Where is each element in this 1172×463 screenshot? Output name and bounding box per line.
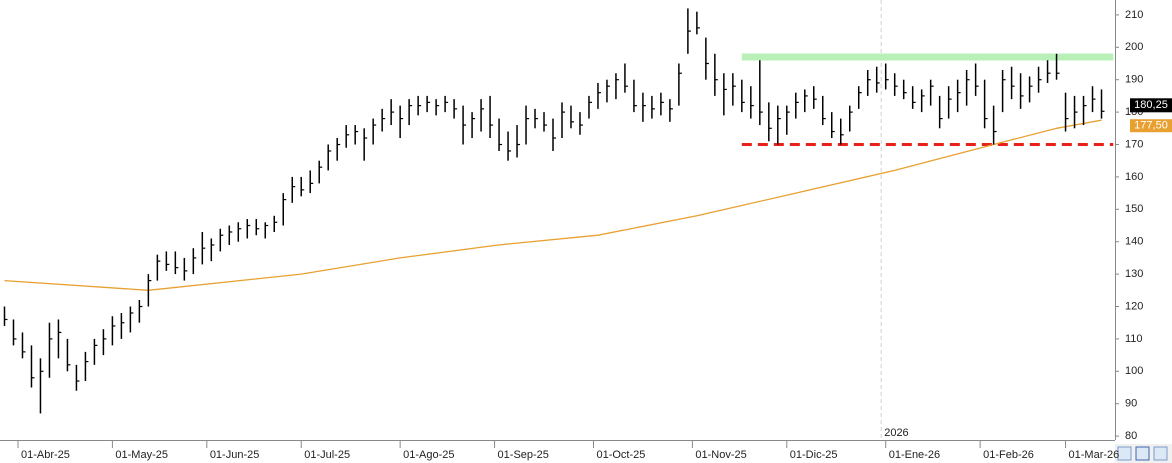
x-tick-label: 01-Jul-25 [304, 449, 350, 461]
moving-average [4, 119, 1102, 291]
ma-last-label: 177,50 [1134, 120, 1168, 132]
settings-button[interactable] [1153, 446, 1168, 461]
y-tick-label: 80 [1125, 430, 1137, 442]
x-tick-label: 01-Mar-26 [1069, 449, 1120, 461]
x-tick-label: 01-Sep-25 [498, 449, 549, 461]
y-tick-label: 210 [1125, 9, 1143, 21]
y-tick-label: 100 [1125, 365, 1143, 377]
year-marker-label: 2026 [884, 427, 908, 439]
toolbar [1115, 444, 1172, 463]
x-tick-label: 01-Ago-25 [403, 449, 454, 461]
y-tick-label: 150 [1125, 203, 1143, 215]
x-tick-label: 01-Jun-25 [210, 449, 260, 461]
x-tick-label: 01-Oct-25 [596, 449, 645, 461]
x-tick-label: 01-Feb-26 [983, 449, 1034, 461]
y-tick-label: 200 [1125, 41, 1143, 53]
x-tick-label: 01-Nov-25 [695, 449, 746, 461]
price-last-label: 180,25 [1134, 99, 1168, 111]
ma-last-box [1130, 119, 1172, 133]
y-tick-label: 120 [1125, 300, 1143, 312]
save-button[interactable] [1135, 446, 1150, 461]
y-tick-label: 130 [1125, 268, 1143, 280]
price-last-box [1130, 98, 1172, 113]
y-tick-label: 190 [1125, 74, 1143, 86]
x-tick-label: 01-May-25 [115, 449, 168, 461]
y-tick-label: 110 [1125, 333, 1143, 345]
x-tick-label: 01-Dic-25 [790, 449, 838, 461]
x-tick-label: 01-Ene-26 [889, 449, 940, 461]
zoom-button[interactable] [1117, 446, 1132, 461]
y-tick-label: 140 [1125, 236, 1143, 248]
x-tick-label: 01-Abr-25 [21, 449, 70, 461]
y-tick-label: 160 [1125, 171, 1143, 183]
y-tick-label: 170 [1125, 138, 1143, 150]
y-tick-label: 90 [1125, 398, 1137, 410]
